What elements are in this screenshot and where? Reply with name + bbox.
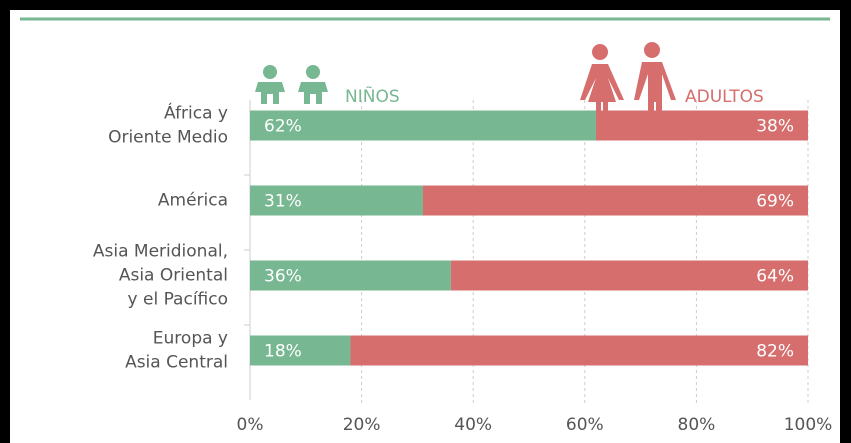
bar-label: 82% (756, 342, 794, 362)
legend-label: NIÑOS (345, 85, 400, 107)
bar-label: 18% (264, 342, 302, 362)
y-tick-label: Asia Meridional, Asia Oriental y el Pacífi… (93, 242, 228, 310)
panel (10, 10, 840, 443)
bar-label: 38% (756, 117, 794, 137)
y-tick-line: Asia Central (125, 353, 228, 373)
bar (350, 335, 808, 366)
y-tick-line: América (158, 191, 228, 211)
x-tick-label: 60% (566, 415, 604, 435)
bar-label: 64% (756, 267, 794, 287)
bar (250, 335, 351, 366)
bar (595, 110, 808, 141)
y-tick-line: Europa y (153, 329, 228, 349)
adults-icon (580, 42, 676, 136)
y-tick-line: Asia Meridional, (93, 242, 228, 262)
bar (250, 185, 423, 216)
y-tick-label: Europa y Asia Central (125, 329, 228, 373)
bar (422, 185, 808, 216)
y-tick-line: Oriente Medio (108, 128, 228, 148)
bar-label: 31% (264, 192, 302, 212)
x-tick-label: 100% (784, 415, 833, 435)
y-tick-line: Asia Oriental (119, 266, 228, 286)
x-tick-label: 20% (343, 415, 381, 435)
y-tick-label: África y Oriente Medio (108, 102, 228, 148)
x-tick-label: 0% (237, 415, 264, 435)
bar-label: 69% (756, 192, 794, 212)
bar-label: 36% (264, 267, 302, 287)
bar (250, 260, 451, 291)
y-tick-label: América (158, 191, 228, 211)
bar-label: 62% (264, 117, 302, 137)
kids-icon (255, 65, 328, 104)
bar (450, 260, 808, 291)
y-tick-line: y el Pacífico (128, 290, 228, 310)
x-tick-label: 40% (454, 415, 492, 435)
y-tick-line: África y (164, 102, 228, 124)
bar (250, 110, 596, 141)
legend-label: ADULTOS (685, 87, 764, 107)
x-tick-label: 80% (678, 415, 716, 435)
